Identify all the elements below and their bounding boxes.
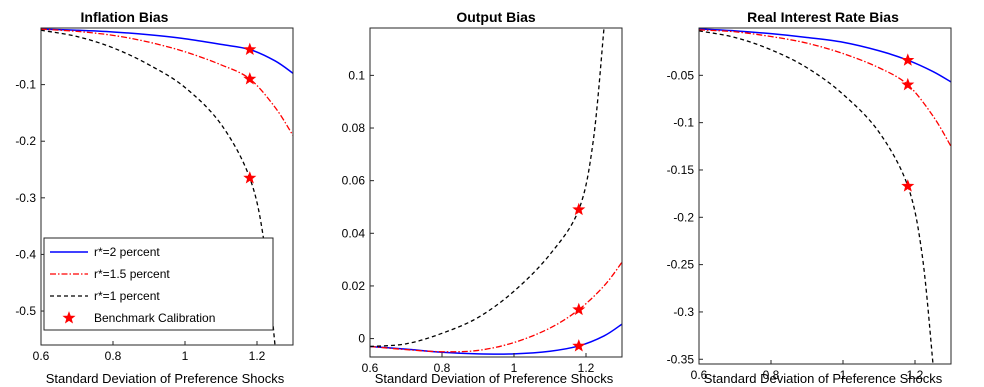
y-tick-label: -0.1 xyxy=(673,116,694,130)
benchmark-star-marker xyxy=(572,339,586,352)
series-r15-line xyxy=(41,28,293,136)
panel-output-bias: Output Bias 0.6 0.8 1 1.2 0 0.02 0.04 0.06 0.08 0… xyxy=(342,9,623,386)
legend-box xyxy=(43,237,274,331)
legend: r*=2 percent r*=1.5 percent r*=1 percent… xyxy=(43,237,274,331)
y-tick-label: 0.1 xyxy=(348,68,365,82)
x-tick-label: 0.6 xyxy=(362,361,379,375)
x-tick-label: 1 xyxy=(840,368,847,382)
x-tick-label: 0.6 xyxy=(33,349,50,363)
y-tick-label: -0.2 xyxy=(15,134,36,148)
panel-inflation-bias: Inflation Bias 0.6 0.8 1 1.2 -0.1 -0.2 -0.3 -0.… xyxy=(15,9,294,386)
benchmark-star-marker xyxy=(901,77,915,91)
x-tick-label: 0.8 xyxy=(434,361,451,375)
y-tick-label: 0.06 xyxy=(342,174,366,188)
benchmark-star-marker xyxy=(572,202,586,216)
x-tick-label: 0.8 xyxy=(763,368,780,382)
y-tick-label: -0.4 xyxy=(15,247,36,261)
x-tick-label: 1 xyxy=(511,361,518,375)
legend-star-marker xyxy=(62,311,76,324)
x-tick-label: 0.6 xyxy=(691,368,708,382)
benchmark-star-marker xyxy=(243,42,257,56)
legend-label-r15: r*=1.5 percent xyxy=(94,267,170,281)
panel-title: Real Interest Rate Bias xyxy=(747,9,899,25)
series-r15-line xyxy=(370,261,622,353)
y-tick-label: 0.02 xyxy=(342,279,366,293)
legend-label-r1: r*=1 percent xyxy=(94,289,160,303)
plot-frame xyxy=(40,27,294,346)
series-r1-line xyxy=(699,30,934,364)
series-r1-line xyxy=(370,28,605,348)
legend-label-benchmark: Benchmark Calibration xyxy=(94,311,215,325)
legend-star-icon xyxy=(62,311,76,324)
panel-title: Inflation Bias xyxy=(81,9,169,25)
panel-real-interest-rate-bias: Real Interest Rate Bias 0.6 0.8 1 1.2 -0.05 -… xyxy=(667,9,952,386)
x-tick-label: 1.2 xyxy=(907,368,924,382)
benchmark-star-marker xyxy=(243,171,257,184)
y-tick-label: -0.1 xyxy=(15,78,36,92)
x-axis-label: Standard Deviation of Preference Shocks xyxy=(704,371,943,386)
y-tick-label: 0.04 xyxy=(342,226,366,240)
series-r2-line xyxy=(41,28,293,74)
y-tick-label: 0.08 xyxy=(342,121,366,135)
y-tick-label: -0.15 xyxy=(667,163,695,177)
series-r2-line xyxy=(699,28,951,83)
x-axis-label: Standard Deviation of Preference Shocks xyxy=(46,371,285,386)
y-tick-label: -0.3 xyxy=(15,191,36,205)
benchmark-star-marker xyxy=(901,179,915,192)
panel-title: Output Bias xyxy=(456,9,536,25)
x-tick-label: 1.2 xyxy=(249,349,266,363)
plot-frame xyxy=(369,27,623,358)
benchmark-star-marker xyxy=(243,72,257,85)
x-tick-label: 0.8 xyxy=(105,349,122,363)
plot-frame xyxy=(698,27,952,365)
y-tick-label: -0.5 xyxy=(15,304,36,318)
x-axis-label: Standard Deviation of Preference Shocks xyxy=(375,371,614,386)
y-tick-label: -0.05 xyxy=(667,68,695,82)
y-tick-label: -0.25 xyxy=(667,258,695,272)
benchmark-star-marker xyxy=(901,53,915,66)
y-tick-label: -0.35 xyxy=(667,352,695,366)
y-tick-label: 0 xyxy=(358,332,365,346)
series-r15-line xyxy=(699,29,951,147)
x-tick-label: 1.2 xyxy=(578,361,595,375)
benchmark-star-marker xyxy=(572,302,586,316)
y-tick-label: -0.2 xyxy=(673,210,694,224)
y-tick-label: -0.3 xyxy=(673,305,694,319)
x-tick-label: 1 xyxy=(182,349,189,363)
legend-label-r2: r*=2 percent xyxy=(94,245,160,259)
